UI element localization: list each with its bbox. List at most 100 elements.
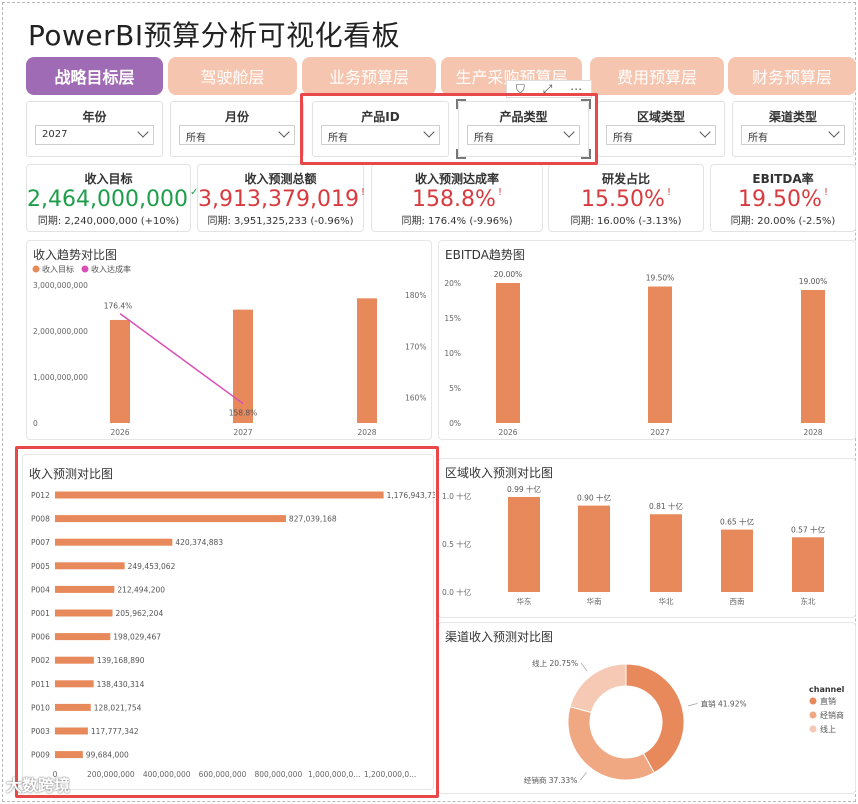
kpi-title: 收入目标 (84, 172, 133, 186)
legend-dot (81, 265, 89, 273)
data-label: 19.50% (646, 274, 675, 283)
kpi-subtext: 同期: 3,951,325,233 (-0.96%) (207, 216, 354, 227)
ebitda-trend-chart: 20% 15% 10% 5% 0% 20.00% 2026 19.50% 2027 19.00% 2… (444, 270, 828, 437)
data-label: 线上 20.75% (532, 658, 578, 668)
slice-leader (580, 662, 588, 672)
y-tick-label: P002 (31, 656, 50, 665)
y-tick-label: 2,000,000,000 (33, 327, 88, 336)
kpi-title: 研发占比 (601, 172, 650, 186)
channel-forecast-panel[interactable]: 渠道收入预测对比图 直销 41.92% 经销商 37.33% 线上 20.75% ch… (438, 622, 856, 794)
bar-income-target (233, 309, 253, 423)
chart-title: EBITDA趋势图 (445, 248, 525, 262)
bar-income-forecast (55, 656, 94, 664)
slicer-product-id: 产品ID 所有 (312, 101, 449, 157)
y-tick-label: 0 (33, 419, 38, 428)
income-trend-panel[interactable]: 收入趋势对比图 收入目标 收入达成率 3,000,000,000 2,000,000,… (26, 240, 432, 440)
bar-income-forecast (55, 703, 91, 711)
channel-forecast-chart: 直销 41.92% 经销商 37.33% 线上 20.75% channel 直销经销商… (524, 658, 845, 785)
slicer-year-dropdown[interactable]: 2027 (35, 125, 154, 145)
data-label: 99,684,000 (86, 751, 129, 760)
slicer-year: 年份 2027 (26, 101, 163, 157)
tab-business-budget[interactable]: 业务预算层 (302, 57, 436, 95)
kpi-card-ebitda-rate: EBITDA率 19.50%! 同期: 20.00% (-2.5%) (710, 164, 856, 232)
page-title: PowerBI预算分析可视化看板 (28, 19, 401, 52)
slicer-product-id-dropdown[interactable]: 所有 (321, 125, 440, 145)
chevron-down-icon (699, 126, 711, 138)
slicer-month: 月份 所有 (170, 101, 304, 157)
bar-income-target (357, 298, 377, 423)
chart-title: 渠道收入预测对比图 (445, 630, 554, 644)
bar-region (508, 496, 540, 592)
slicer-month-dropdown[interactable]: 所有 (179, 125, 295, 145)
x-tick-label: 华北 (659, 596, 674, 606)
kpi-subtext: 同期: 176.4% (-9.96%) (401, 216, 513, 227)
data-label: 0.90 十亿 (577, 493, 612, 503)
data-label: 827,039,168 (289, 515, 337, 524)
x-tick-label: 华南 (587, 596, 602, 606)
bar-income-forecast (55, 515, 286, 523)
selection-corner-icon (581, 99, 591, 109)
legend-label: 收入目标 (42, 264, 74, 274)
kpi-card-achievement-rate: 收入预测达成率 158.8%! 同期: 176.4% (-9.96%) (371, 164, 543, 232)
y-tick-label: P009 (31, 751, 50, 760)
kpi-value: 158.8%! (412, 187, 502, 212)
bar-ebitda (801, 290, 825, 423)
tab-expense-budget[interactable]: 费用预算层 (590, 57, 724, 95)
x-tick-label: 2027 (233, 428, 252, 437)
kpi-card-income-forecast: 收入预测总额 3,913,379,019! 同期: 3,951,325,233 … (197, 164, 365, 232)
x-tick-label: 西南 (730, 596, 745, 606)
y-tick-label: P004 (31, 585, 50, 594)
legend-label: 直销 (820, 696, 836, 706)
tab-strategic-goals[interactable]: 战略目标层 (26, 57, 163, 95)
y-tick-label: 0.5 十亿 (442, 539, 472, 549)
income-forecast-panel[interactable]: 收入预测对比图 P012 1,176,943,735 P008 827,039,168… (22, 454, 435, 790)
slicer-year-label: 年份 (82, 110, 107, 124)
y2-tick-label: 160% (405, 393, 426, 402)
warning-icon: ! (497, 187, 502, 198)
slicer-channel-type-label: 渠道类型 (768, 110, 817, 124)
data-label: 19.00% (799, 277, 828, 286)
y-tick-label: 0% (449, 419, 461, 428)
chevron-down-icon (278, 126, 290, 138)
x-tick-label: 东北 (801, 596, 816, 606)
data-label: 212,494,200 (117, 585, 165, 594)
slice-经销商 (567, 706, 655, 781)
y-tick-label: 5% (449, 384, 461, 393)
data-label: 经销商 37.33% (524, 775, 577, 785)
legend-dot (32, 265, 40, 273)
slicer-product-type-dropdown[interactable]: 所有 (467, 125, 580, 145)
legend-dot (809, 697, 817, 705)
bar-region (578, 505, 610, 592)
bar-income-forecast (55, 633, 111, 641)
chevron-down-icon (137, 126, 149, 138)
slice-直销 (625, 663, 685, 774)
bar-income-forecast (55, 585, 115, 593)
y-tick-label: P005 (31, 562, 50, 571)
focus-mode-icon[interactable]: ⤢ (542, 81, 553, 96)
kpi-card-income-target: 收入目标 2,464,000,000 ✓ 同期: 2,240,000,000 (+… (26, 164, 198, 232)
data-label: 128,021,754 (94, 703, 142, 712)
y-tick-label: 10% (444, 349, 461, 358)
y-tick-label: P006 (31, 633, 50, 642)
check-icon: ✓ (189, 187, 199, 198)
data-label: 249,453,062 (128, 562, 176, 571)
filter-icon[interactable]: ⛉ (515, 81, 525, 96)
y-tick-label: 3,000,000,000 (33, 281, 88, 290)
region-forecast-panel[interactable]: 区域收入预测对比图 1.0 十亿 0.5 十亿 0.0 十亿 0.99 十亿 华东 0.9… (438, 458, 856, 618)
data-label: 直销 41.92% (701, 698, 747, 708)
slicer-product-type: 产品类型 所有 (458, 101, 589, 157)
bar-income-forecast (55, 562, 125, 570)
x-tick-label: 1,000,000,0... (308, 770, 360, 779)
slicer-channel-type-dropdown[interactable]: 所有 (741, 125, 845, 145)
tab-finance-budget[interactable]: 财务预算层 (728, 57, 856, 95)
slicer-region-type-dropdown[interactable]: 所有 (606, 125, 716, 145)
more-options-icon[interactable]: ⋯ (570, 82, 583, 96)
tab-cockpit[interactable]: 驾驶舱层 (168, 57, 297, 95)
y-tick-label: 0.0 十亿 (442, 587, 472, 597)
slicer-product-id-label: 产品ID (361, 110, 400, 124)
y-tick-label: P003 (31, 727, 50, 736)
slicer-month-label: 月份 (224, 110, 249, 124)
ebitda-trend-panel[interactable]: EBITDA趋势图 20% 15% 10% 5% 0% 20.00% 2026 19.50% 2… (438, 240, 856, 440)
kpi-title: EBITDA率 (752, 172, 814, 186)
